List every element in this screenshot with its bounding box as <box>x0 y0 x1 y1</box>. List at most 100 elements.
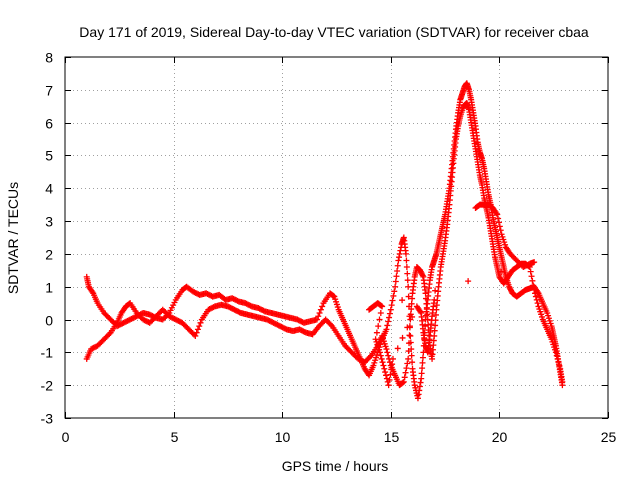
x-tick-label: 20 <box>492 429 508 445</box>
data-point <box>416 383 423 390</box>
y-tick-label: 4 <box>45 181 53 197</box>
data-point <box>423 306 430 313</box>
data-point <box>383 346 390 353</box>
data-point <box>432 287 439 294</box>
data-point <box>493 210 500 217</box>
x-axis-label: GPS time / hours <box>282 458 389 474</box>
data-point <box>313 316 320 323</box>
data-point <box>406 340 413 347</box>
data-point <box>379 303 386 310</box>
data-point <box>423 300 430 307</box>
data-point <box>390 292 397 299</box>
data-point <box>495 219 502 226</box>
data-point <box>407 332 414 339</box>
y-tick-label: 6 <box>45 116 53 132</box>
x-tick-label: 0 <box>62 429 70 445</box>
data-point <box>495 215 502 222</box>
data-point <box>405 348 412 355</box>
data-point <box>385 382 392 389</box>
data-point <box>424 311 431 318</box>
x-tick-label: 25 <box>601 429 617 445</box>
data-point <box>418 370 425 377</box>
data-point <box>386 376 393 383</box>
data-point <box>387 306 394 313</box>
data-point <box>385 318 392 325</box>
data-point <box>432 311 439 318</box>
data-point <box>376 349 383 356</box>
data-point <box>403 264 410 271</box>
data-point <box>530 282 537 289</box>
data-point <box>497 227 504 234</box>
data-point <box>383 326 390 333</box>
data-point <box>397 247 404 254</box>
data-point <box>404 360 411 367</box>
data-point <box>388 366 395 373</box>
data-point <box>373 329 380 336</box>
data-point <box>385 352 392 359</box>
y-tick-label: 1 <box>45 280 53 296</box>
data-point <box>408 306 415 313</box>
data-point <box>382 369 389 376</box>
data-point <box>419 272 426 279</box>
data-point <box>399 334 406 341</box>
data-point <box>494 211 501 218</box>
data-point <box>197 319 204 326</box>
data-point <box>431 296 438 303</box>
data-point <box>408 352 415 359</box>
data-point <box>532 293 539 300</box>
y-tick-label: -3 <box>41 411 54 427</box>
y-tick-label: -1 <box>41 345 54 361</box>
data-point <box>317 306 324 313</box>
data-point <box>316 309 323 316</box>
data-point <box>405 283 412 290</box>
data-point <box>394 262 401 269</box>
data-point <box>419 359 426 366</box>
data-point <box>465 278 472 285</box>
data-point <box>531 259 538 266</box>
data-point <box>376 316 383 323</box>
data-point <box>400 378 407 385</box>
data-point <box>396 250 403 257</box>
data-point <box>399 379 406 386</box>
y-tick-label: 8 <box>45 50 53 66</box>
data-point <box>404 270 411 277</box>
data-point <box>196 323 203 330</box>
data-point <box>405 293 412 300</box>
data-point <box>388 302 395 309</box>
data-point <box>401 374 408 381</box>
data-point <box>375 323 382 330</box>
data-point <box>496 223 503 230</box>
y-tick-label: 5 <box>45 148 53 164</box>
data-point <box>389 355 396 362</box>
data-point <box>417 308 424 315</box>
data-point <box>384 322 391 329</box>
y-tick-label: -2 <box>41 378 54 394</box>
data-point <box>315 313 322 320</box>
data-point <box>409 313 416 320</box>
data-point <box>391 288 398 295</box>
data-point <box>422 290 429 297</box>
data-point <box>392 283 399 290</box>
y-tick-label: 3 <box>45 214 53 230</box>
data-point <box>553 352 560 359</box>
data-point <box>422 295 429 302</box>
data-point <box>330 292 337 299</box>
data-point <box>386 314 393 321</box>
data-points <box>83 80 566 402</box>
data-point <box>366 353 373 360</box>
y-tick-label: 0 <box>45 313 53 329</box>
data-point <box>418 375 425 382</box>
data-point <box>319 303 326 310</box>
data-point <box>552 349 559 356</box>
x-tick-label: 15 <box>384 429 400 445</box>
data-point <box>406 332 413 339</box>
data-point <box>384 349 391 356</box>
data-point <box>405 355 412 362</box>
data-point <box>192 332 199 339</box>
data-point <box>394 267 401 274</box>
data-point <box>432 322 439 329</box>
data-point <box>389 361 396 368</box>
grid-lines <box>65 57 608 418</box>
data-point <box>403 365 410 372</box>
data-point <box>424 316 431 323</box>
